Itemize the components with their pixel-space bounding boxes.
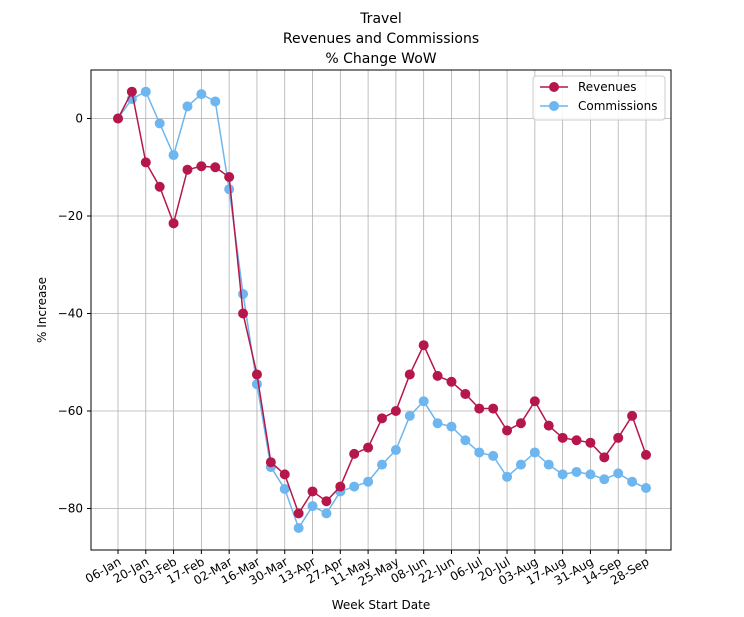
y-axis-ticks: 0 −20 −40 −60 −80 <box>58 112 91 516</box>
revenues-point <box>543 420 554 431</box>
revenues-point <box>293 508 304 519</box>
commissions-point <box>182 101 193 112</box>
revenues-point <box>126 86 137 97</box>
legend-revenues-label: Revenues <box>578 80 637 94</box>
revenues-point <box>571 435 582 446</box>
plot-frame <box>90 69 672 551</box>
commissions-point <box>140 86 151 97</box>
commissions-point <box>321 508 332 519</box>
commissions-point <box>349 481 360 492</box>
y-axis-label: % Increase <box>35 277 49 343</box>
revenues-point <box>238 308 249 319</box>
revenues-point <box>224 172 235 182</box>
revenues-point <box>488 403 499 414</box>
revenues-point <box>265 457 276 468</box>
revenues-point <box>446 376 457 387</box>
revenues-point <box>585 437 596 448</box>
revenues-point <box>515 418 526 429</box>
commissions-point <box>502 471 513 482</box>
revenues-point <box>321 496 332 507</box>
series-commissions <box>113 86 651 533</box>
revenues-point <box>627 410 638 421</box>
revenues-point <box>418 340 429 351</box>
commissions-point <box>238 289 249 299</box>
commissions-point <box>418 396 429 407</box>
title-line-2: Revenues and Commissions <box>283 31 479 47</box>
commissions-point <box>279 484 290 494</box>
legend-commissions-marker <box>549 101 559 111</box>
revenues-point <box>113 113 123 124</box>
commissions-point <box>446 421 457 432</box>
commissions-point <box>515 459 526 470</box>
legend-revenues-marker <box>549 82 559 92</box>
revenues-point <box>196 161 207 172</box>
commissions-point <box>543 459 554 470</box>
revenues-point <box>251 369 262 380</box>
chart-title: Travel Revenues and Commissions % Change… <box>283 11 479 67</box>
x-axis-label: Week Start Date <box>332 598 431 612</box>
commissions-point <box>599 474 610 485</box>
y-tick-label: −80 <box>58 502 83 516</box>
revenues-point <box>279 469 290 480</box>
commissions-point <box>557 469 568 480</box>
y-tick-label: −40 <box>58 307 83 321</box>
commissions-point <box>307 501 318 512</box>
x-axis-ticks: 06-Jan20-Jan03-Feb17-Feb02-Mar16-Mar30-M… <box>83 550 652 589</box>
commissions-point <box>627 476 638 487</box>
y-tick-label: −60 <box>58 404 83 418</box>
y-tick-label: −20 <box>58 209 83 223</box>
revenues-line <box>117 89 647 516</box>
revenues-point <box>557 432 568 443</box>
commissions-point <box>474 447 485 458</box>
commissions-point <box>488 450 499 461</box>
revenues-point <box>210 162 221 173</box>
commissions-point <box>251 379 262 390</box>
commissions-point <box>404 410 415 421</box>
series-revenues <box>113 86 651 519</box>
commissions-point <box>377 459 387 470</box>
commissions-point <box>460 435 471 446</box>
y-tick-label: 0 <box>75 112 83 126</box>
title-line-3: % Change WoW <box>325 51 436 67</box>
revenues-point <box>182 164 193 175</box>
legend: Revenues Commissions <box>532 75 666 121</box>
commissions-point <box>363 476 374 487</box>
commissions-point <box>432 418 443 429</box>
commissions-point <box>196 89 207 100</box>
commissions-point <box>571 466 582 477</box>
revenues-point <box>432 370 443 381</box>
commissions-point <box>210 96 221 107</box>
revenues-point <box>529 396 540 407</box>
revenues-point <box>613 432 624 443</box>
revenues-point <box>349 448 360 459</box>
revenues-point <box>335 481 346 492</box>
revenues-point <box>168 218 179 229</box>
commissions-point <box>529 447 540 458</box>
revenues-point <box>140 157 151 168</box>
commissions-point <box>585 469 596 480</box>
commissions-point <box>154 118 165 129</box>
commissions-point <box>224 184 235 195</box>
revenues-point <box>154 181 165 192</box>
commissions-point <box>641 483 651 494</box>
revenues-point <box>460 388 471 399</box>
commissions-point <box>613 468 624 479</box>
revenues-point <box>390 406 401 416</box>
legend-commissions-label: Commissions <box>578 99 657 113</box>
revenues-point <box>363 442 374 453</box>
revenues-point <box>377 413 387 424</box>
revenues-point <box>307 486 318 497</box>
revenues-point <box>502 425 513 436</box>
revenues-point <box>474 403 485 414</box>
revenues-point <box>404 369 415 380</box>
revenues-point <box>641 449 651 460</box>
revenues-point <box>599 452 610 463</box>
commissions-point <box>390 445 401 455</box>
commissions-point <box>293 523 304 533</box>
commissions-point <box>168 150 179 161</box>
series-layer <box>113 86 651 533</box>
title-line-1: Travel <box>359 11 402 27</box>
